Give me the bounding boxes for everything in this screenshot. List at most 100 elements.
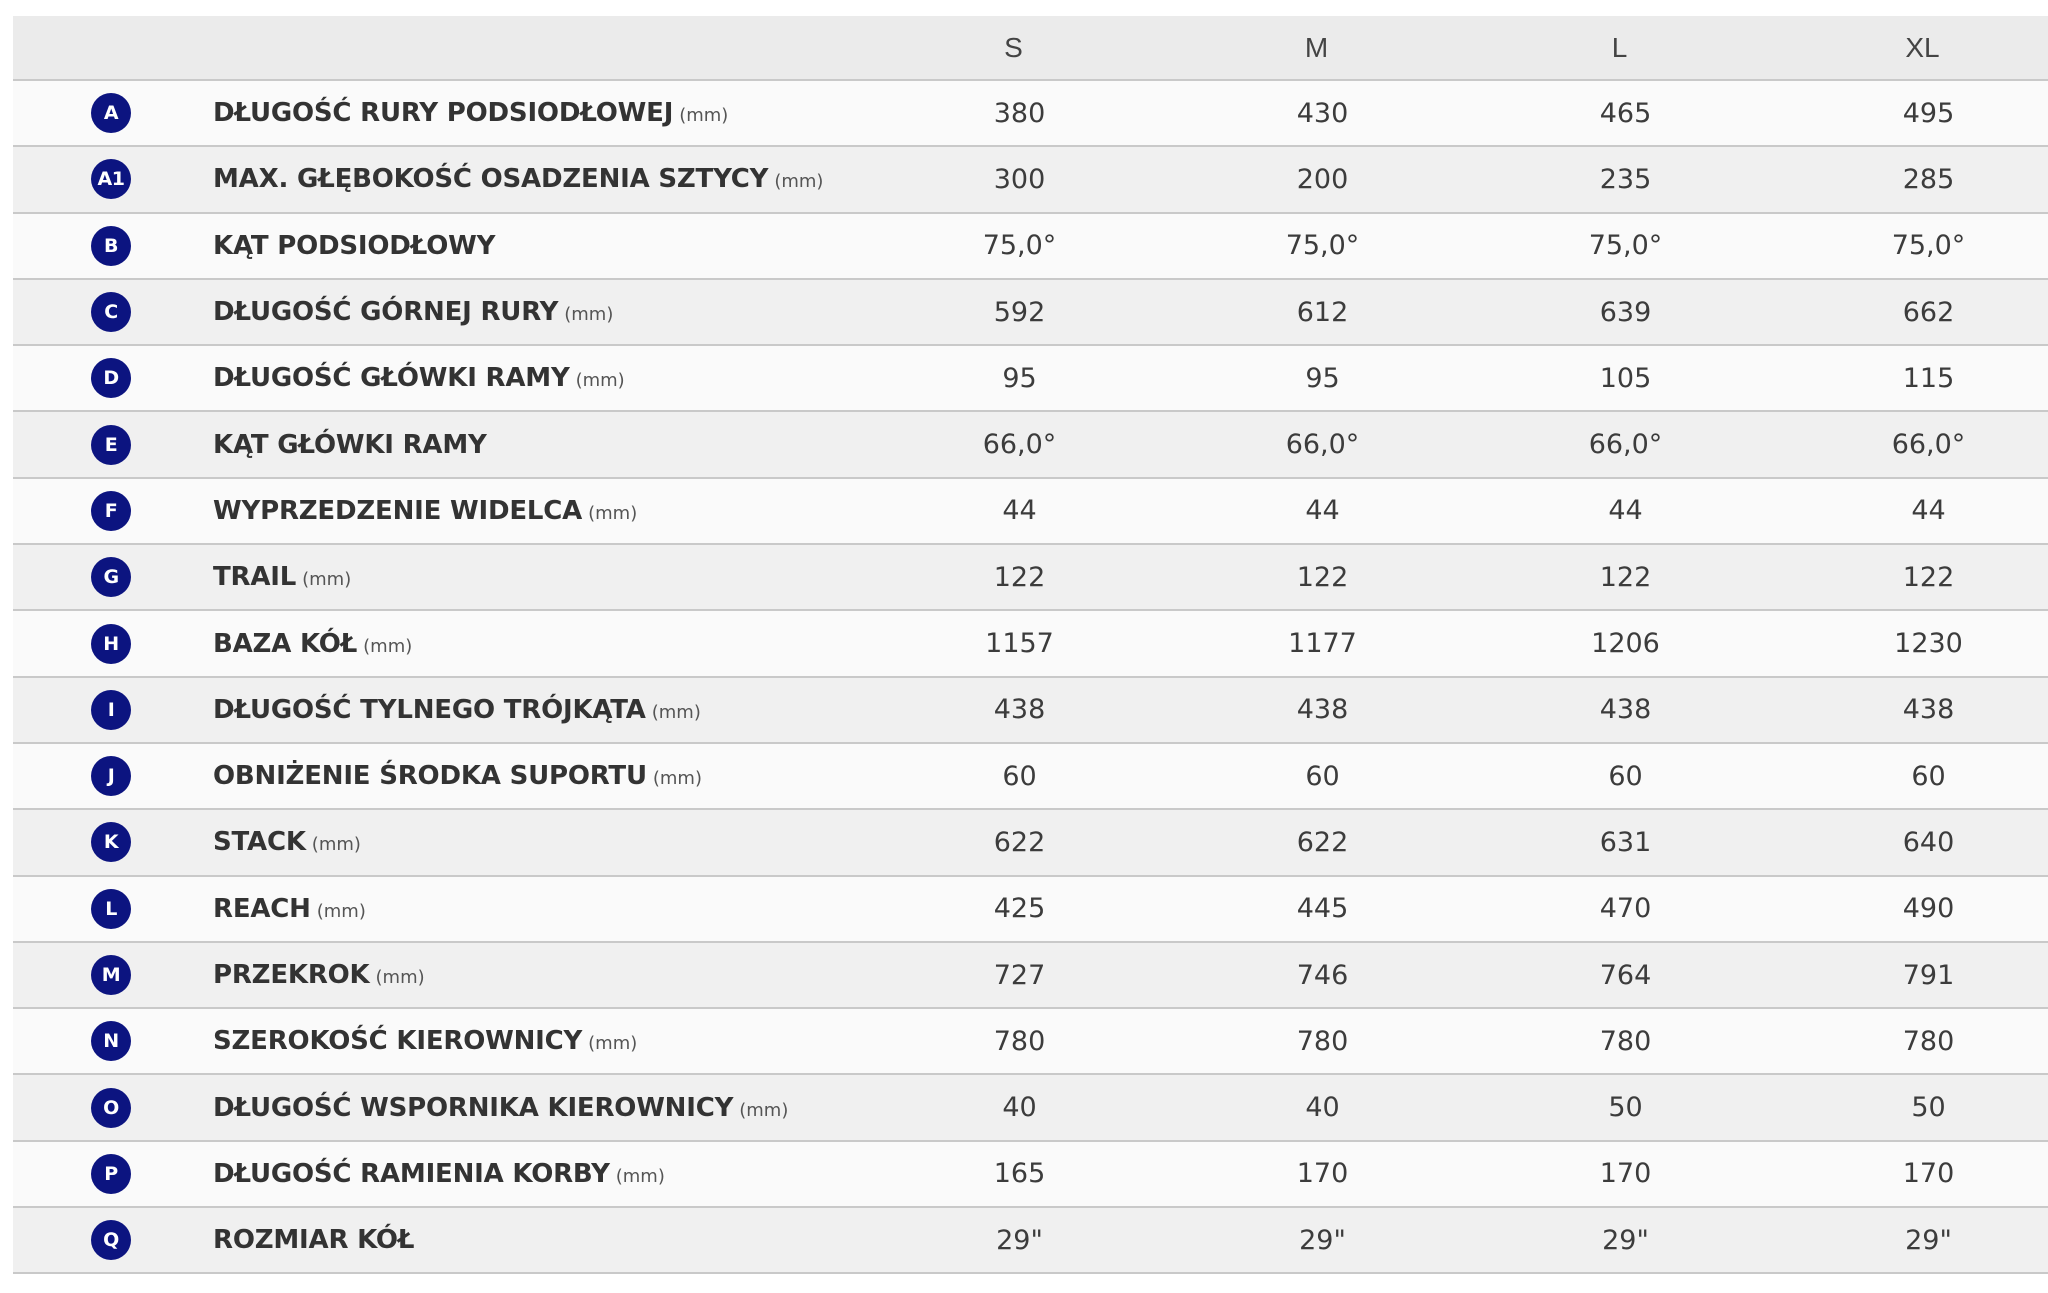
table-row: L REACH (mm) 425 445 470 490 xyxy=(13,875,2048,943)
value-cell-m: 44 xyxy=(1171,477,1474,546)
measurement-badge: N xyxy=(91,1021,131,1062)
value-cell-l: 170 xyxy=(1474,1140,1777,1209)
value-cell-s: 40 xyxy=(868,1074,1171,1142)
table-row: Q ROZMIAR KÓŁ 29" 29" 29" 29" xyxy=(13,1207,2048,1275)
size-header-m: M xyxy=(1171,16,1474,81)
measurement-label: ROZMIAR KÓŁ xyxy=(213,1225,415,1256)
measurement-label: SZEROKOŚĆ KIEROWNICY xyxy=(213,1026,583,1057)
value-cell-l: 631 xyxy=(1474,809,1777,877)
value-cell-xl: 285 xyxy=(1777,146,2048,214)
measurement-badge: H xyxy=(91,623,131,664)
value-cell-s: 75,0° xyxy=(868,212,1171,280)
value-cell-xl: 115 xyxy=(1777,345,2048,413)
measurement-badge: M xyxy=(91,955,131,995)
measurement-unit: (mm) xyxy=(311,834,361,856)
measurement-badge: L xyxy=(91,888,131,929)
value-cell-l: 75,0° xyxy=(1474,212,1777,280)
value-cell-xl: 122 xyxy=(1777,544,2048,612)
measurement-label: TRAIL xyxy=(213,562,297,593)
measurement-label-cell: TRAIL (mm) xyxy=(213,544,868,612)
measurement-badge: P xyxy=(91,1153,131,1194)
badge-cell: J xyxy=(13,742,213,811)
measurement-unit: (mm) xyxy=(774,171,824,193)
measurement-label-cell: DŁUGOŚĆ TYLNEGO TRÓJKĄTA (mm) xyxy=(213,676,868,744)
measurement-unit: (mm) xyxy=(575,370,625,392)
value-cell-m: 780 xyxy=(1171,1008,1474,1076)
measurement-label: KĄT GŁÓWKI RAMY xyxy=(213,429,487,460)
value-cell-l: 438 xyxy=(1474,676,1777,744)
table-row: P DŁUGOŚĆ RAMIENIA KORBY (mm) 165 170 170 170 xyxy=(13,1140,2048,1209)
value-cell-m: 746 xyxy=(1171,941,1474,1010)
table-row: N SZEROKOŚĆ KIEROWNICY (mm) 780 780 780 780 xyxy=(13,1008,2048,1076)
measurement-badge: B xyxy=(91,225,131,266)
value-cell-l: 105 xyxy=(1474,345,1777,413)
geometry-table-header: S M L XL xyxy=(13,16,2048,81)
measurement-label: PRZEKROK xyxy=(213,960,370,990)
value-cell-xl: 490 xyxy=(1777,875,2048,943)
measurement-badge: I xyxy=(91,689,131,730)
value-cell-xl: 640 xyxy=(1777,809,2048,877)
geometry-table-body: A DŁUGOŚĆ RURY PODSIODŁOWEJ (mm) 380 430 465 4… xyxy=(13,80,2048,1275)
measurement-label-cell: STACK (mm) xyxy=(213,809,868,877)
value-cell-l: 1206 xyxy=(1474,610,1777,678)
measurement-unit: (mm) xyxy=(363,635,413,657)
value-cell-xl: 29" xyxy=(1777,1207,2048,1275)
table-row: A1 MAX. GŁĘBOKOŚĆ OSADZENIA SZTYCY (mm) 300… xyxy=(13,146,2048,214)
value-cell-m: 60 xyxy=(1171,742,1474,811)
value-cell-s: 727 xyxy=(868,941,1171,1010)
value-cell-l: 764 xyxy=(1474,941,1777,1010)
table-row: I DŁUGOŚĆ TYLNEGO TRÓJKĄTA (mm) 438 438 438 43… xyxy=(13,676,2048,744)
value-cell-m: 612 xyxy=(1171,278,1474,347)
value-cell-l: 465 xyxy=(1474,80,1777,148)
value-cell-m: 445 xyxy=(1171,875,1474,943)
measurement-badge: Q xyxy=(91,1220,131,1261)
header-empty-badge xyxy=(13,16,213,81)
size-header-l: L xyxy=(1474,16,1777,81)
measurement-label: OBNIŻENIE ŚRODKA SUPORTU xyxy=(213,761,647,792)
measurement-label: REACH xyxy=(213,893,311,924)
value-cell-m: 122 xyxy=(1171,544,1474,612)
value-cell-l: 29" xyxy=(1474,1207,1777,1275)
value-cell-xl: 50 xyxy=(1777,1074,2048,1142)
value-cell-xl: 791 xyxy=(1777,941,2048,1010)
value-cell-s: 1157 xyxy=(868,610,1171,678)
value-cell-s: 425 xyxy=(868,875,1171,943)
measurement-label-cell: ROZMIAR KÓŁ xyxy=(213,1207,868,1275)
value-cell-s: 622 xyxy=(868,809,1171,877)
value-cell-xl: 75,0° xyxy=(1777,212,2048,280)
table-row: F WYPRZEDZENIE WIDELCA (mm) 44 44 44 44 xyxy=(13,477,2048,546)
measurement-label-cell: MAX. GŁĘBOKOŚĆ OSADZENIA SZTYCY (mm) xyxy=(213,146,868,214)
measurement-label-cell: SZEROKOŚĆ KIEROWNICY (mm) xyxy=(213,1008,868,1076)
table-row: A DŁUGOŚĆ RURY PODSIODŁOWEJ (mm) 380 430 465 4… xyxy=(13,80,2048,148)
measurement-badge: D xyxy=(91,358,131,399)
value-cell-s: 95 xyxy=(868,345,1171,413)
measurement-badge: G xyxy=(91,557,131,598)
measurement-unit: (mm) xyxy=(651,701,701,723)
value-cell-xl: 66,0° xyxy=(1777,411,2048,479)
header-row: S M L XL xyxy=(13,16,2048,81)
badge-cell: M xyxy=(13,941,213,1010)
value-cell-xl: 60 xyxy=(1777,742,2048,811)
value-cell-l: 780 xyxy=(1474,1008,1777,1076)
measurement-unit: (mm) xyxy=(375,967,425,988)
value-cell-l: 50 xyxy=(1474,1074,1777,1142)
measurement-label-cell: DŁUGOŚĆ RURY PODSIODŁOWEJ (mm) xyxy=(213,80,868,148)
table-row: G TRAIL (mm) 122 122 122 122 xyxy=(13,544,2048,612)
measurement-label: DŁUGOŚĆ WSPORNIKA KIEROWNICY xyxy=(213,1092,734,1123)
table-row: M PRZEKROK (mm) 727 746 764 791 xyxy=(13,941,2048,1010)
value-cell-xl: 438 xyxy=(1777,676,2048,744)
measurement-label: KĄT PODSIODŁOWY xyxy=(213,230,496,261)
badge-cell: L xyxy=(13,875,213,943)
measurement-badge: K xyxy=(91,822,131,863)
table-row: C DŁUGOŚĆ GÓRNEJ RURY (mm) 592 612 639 662 xyxy=(13,278,2048,347)
measurement-badge: C xyxy=(91,292,131,333)
value-cell-m: 29" xyxy=(1171,1207,1474,1275)
value-cell-m: 95 xyxy=(1171,345,1474,413)
value-cell-l: 66,0° xyxy=(1474,411,1777,479)
table-row: E KĄT GŁÓWKI RAMY 66,0° 66,0° 66,0° 66,0° xyxy=(13,411,2048,479)
measurement-label: MAX. GŁĘBOKOŚĆ OSADZENIA SZTYCY xyxy=(213,164,769,195)
value-cell-s: 780 xyxy=(868,1008,1171,1076)
measurement-unit: (mm) xyxy=(652,768,702,790)
measurement-label: DŁUGOŚĆ TYLNEGO TRÓJKĄTA xyxy=(213,694,646,725)
value-cell-s: 592 xyxy=(868,278,1171,347)
